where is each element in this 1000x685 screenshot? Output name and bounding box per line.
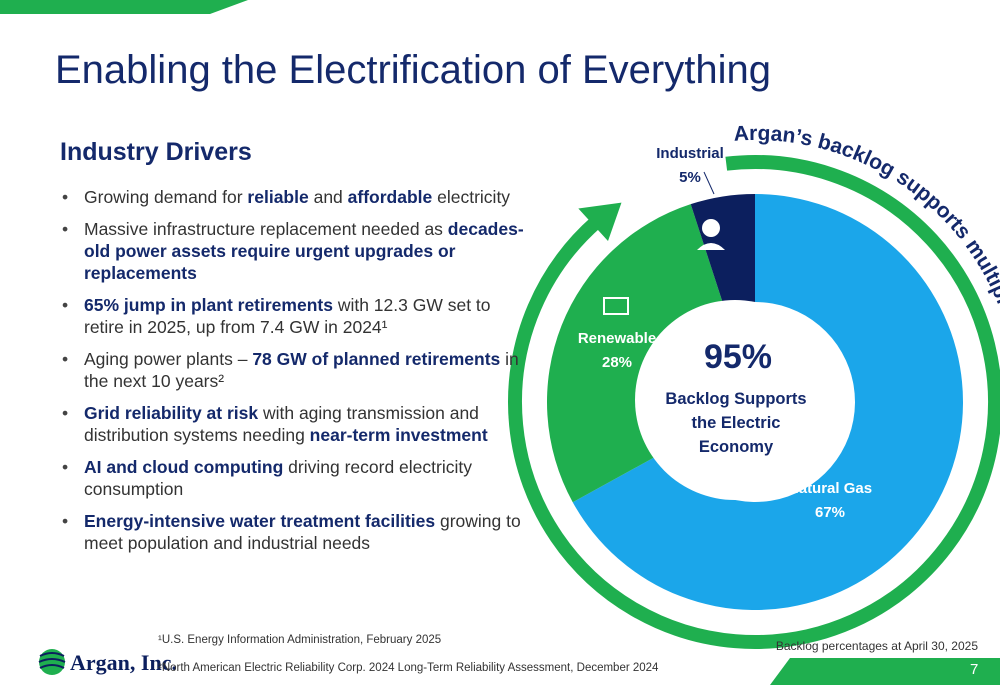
- donut-chart: Argan’s backlog supports multiple source…: [508, 122, 1000, 649]
- logo-lines: [38, 652, 66, 669]
- bold-text: reliable: [247, 187, 309, 207]
- segment-label: Natural Gas: [788, 480, 872, 497]
- bullet: Grid reliability at risk with aging tran…: [62, 402, 532, 446]
- footnote: ²North American Electric Reliability Cor…: [158, 662, 659, 674]
- donut-segment: [572, 194, 963, 610]
- bullet-list: Growing demand for reliable and affordab…: [62, 186, 532, 564]
- flame-icon: [811, 440, 831, 475]
- bottom-bar: [770, 658, 1000, 685]
- donut-hole: [635, 300, 835, 500]
- bullet: Massive infrastructure replacement neede…: [62, 218, 532, 284]
- page-number: 7: [970, 661, 978, 678]
- bold-text: AI and cloud computing: [84, 457, 284, 477]
- bullet: Aging power plants – 78 GW of planned re…: [62, 348, 532, 392]
- text: in the next 10 years²: [84, 349, 519, 391]
- value-label: 5%: [679, 169, 701, 186]
- worker-icon: [702, 219, 720, 237]
- bold-text: 78 GW of planned retirements: [252, 349, 501, 369]
- bold-text: Energy-intensive water treatment facilit…: [84, 511, 436, 531]
- top-bar: [0, 0, 248, 14]
- text: with 12.3 GW set to retire in 2025, up f…: [84, 295, 491, 337]
- bold-text: affordable: [347, 187, 433, 207]
- logo-text: Argan, Inc.: [70, 650, 177, 675]
- text: electricity: [432, 187, 511, 207]
- bullet: 65% jump in plant retirements with 12.3 …: [62, 294, 532, 338]
- text: with aging transmission and distribution…: [84, 403, 479, 445]
- bullet: Energy-intensive water treatment facilit…: [62, 510, 532, 554]
- center-label: Economy: [699, 438, 774, 456]
- bold-text: Grid reliability at risk: [84, 403, 259, 423]
- heading: Industry Drivers: [60, 138, 252, 166]
- text: Growing demand for: [84, 187, 248, 207]
- leader-line: [703, 171, 715, 195]
- text: and: [308, 187, 348, 207]
- text: driving record electricity consumption: [84, 457, 472, 499]
- solar-icon: [603, 297, 629, 315]
- text: growing to meet population and industria…: [84, 511, 521, 553]
- text: Aging power plants –: [84, 349, 253, 369]
- value-label: 67%: [815, 504, 845, 521]
- bullet: Growing demand for reliable and affordab…: [62, 186, 532, 208]
- segment-label: Industrial: [656, 145, 724, 162]
- value-label: 28%: [602, 354, 632, 371]
- title: Enabling the Electrification of Everythi…: [55, 48, 771, 92]
- bold-text: decades-old power assets require urgent …: [84, 219, 524, 283]
- center-value: 95%: [704, 338, 772, 376]
- center-label: Backlog Supports: [665, 390, 806, 408]
- bold-text: near-term investment: [309, 425, 488, 445]
- note: Backlog percentages at April 30, 2025: [776, 639, 978, 653]
- arrow-head: [578, 202, 622, 242]
- worker-body: [697, 243, 725, 250]
- segment-label: Renewable: [578, 330, 656, 347]
- logo-globe: [39, 649, 65, 675]
- donut-segment: [547, 204, 725, 503]
- bullet: AI and cloud computing driving record el…: [62, 456, 532, 500]
- bold-text: 65% jump in plant retirements: [84, 295, 333, 315]
- text: Massive infrastructure replacement neede…: [84, 219, 448, 239]
- footnote: ¹U.S. Energy Information Administration,…: [158, 634, 442, 646]
- center-label: the Electric: [692, 414, 781, 432]
